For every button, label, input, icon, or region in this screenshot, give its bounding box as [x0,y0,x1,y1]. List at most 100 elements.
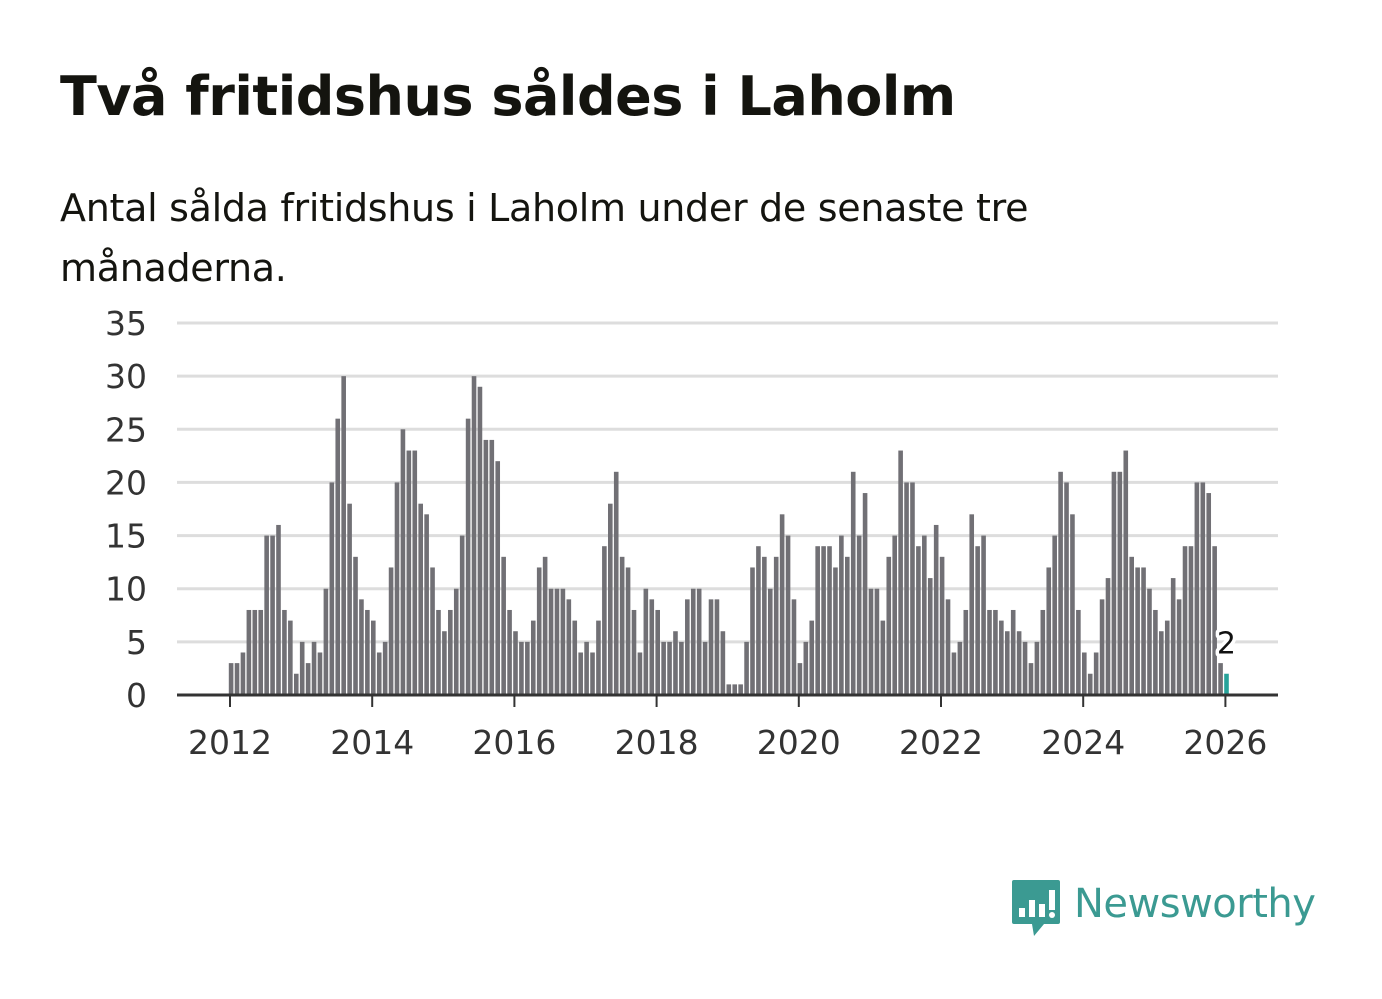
bar [643,588,649,695]
bar [1058,471,1063,695]
bar [400,429,406,695]
bar [448,609,453,695]
bar [762,556,767,695]
bar [495,461,501,695]
bar [809,620,815,695]
bar [720,631,726,695]
bar [791,599,797,695]
chart-speech-bubble-icon [1012,880,1060,936]
bar [797,663,803,695]
bar [234,663,240,695]
x-tick-label: 2026 [1183,723,1267,762]
bar [981,535,986,695]
bar [282,609,287,695]
bar [803,641,809,695]
bar [821,546,826,695]
bar [412,450,418,695]
bar [436,609,441,695]
bar [779,514,785,695]
bar [732,684,738,695]
chart-title: Två fritidshus såldes i Laholm [60,65,956,128]
y-tick-label: 35 [105,304,147,343]
bar [868,588,874,695]
bar [1022,641,1028,695]
bar [904,482,909,695]
bar [536,567,542,695]
bar [1040,609,1046,695]
x-tick-label: 2018 [615,723,699,762]
bar [815,546,820,695]
bar [1200,482,1206,695]
bar [293,673,299,695]
bar [323,588,329,695]
x-tick-label: 2016 [472,723,556,762]
bar [459,535,465,695]
bar [453,588,459,695]
bar [726,684,732,695]
bar [750,567,755,695]
y-tick-label: 0 [126,676,147,715]
bar [554,588,560,695]
bar [477,386,483,695]
bar [483,439,489,695]
bar [353,556,358,695]
bar [945,599,951,695]
bar [625,567,631,695]
bar [939,556,945,695]
bar [927,578,933,695]
bars [228,376,1229,695]
bar [696,588,702,695]
bar [1099,599,1105,695]
bar [738,684,743,695]
bar [1182,546,1188,695]
bar [590,652,595,695]
bar [288,620,293,695]
bar [442,631,447,695]
bar [584,641,589,695]
bar [406,450,412,695]
bar [359,599,364,695]
bar [341,376,346,695]
bar [394,482,400,695]
bar [773,556,779,695]
bar [608,503,613,695]
bar [969,514,975,695]
bar [329,482,335,695]
bar [1153,609,1158,695]
bar [596,620,601,695]
bar [1129,556,1134,695]
newsworthy-logo: Newsworthy [1010,878,1316,940]
bar [850,471,856,695]
bar [993,609,998,695]
bar [714,599,720,695]
bar [785,535,791,695]
x-tick-label: 2014 [330,723,414,762]
bar [685,599,690,695]
y-tick-label: 30 [105,357,147,396]
bar [530,620,536,695]
bar [1046,567,1052,695]
bar [619,556,625,695]
bar [661,641,666,695]
bar [388,567,394,695]
bar [655,609,660,695]
bar [489,439,495,695]
bar [1076,609,1081,695]
bar [270,535,275,695]
bar [507,609,512,695]
bar [252,609,258,695]
bar [525,641,530,695]
last-value-label: 2 [1217,627,1236,662]
bar [898,450,903,695]
bar [430,567,435,695]
bar [1087,673,1093,695]
bar [1135,567,1140,695]
bar [922,535,927,695]
bar [1111,471,1117,695]
bar [1082,652,1087,695]
bar [999,620,1004,695]
bar [874,588,880,695]
bar [519,641,524,695]
bar [264,535,269,695]
bar [1034,641,1040,695]
